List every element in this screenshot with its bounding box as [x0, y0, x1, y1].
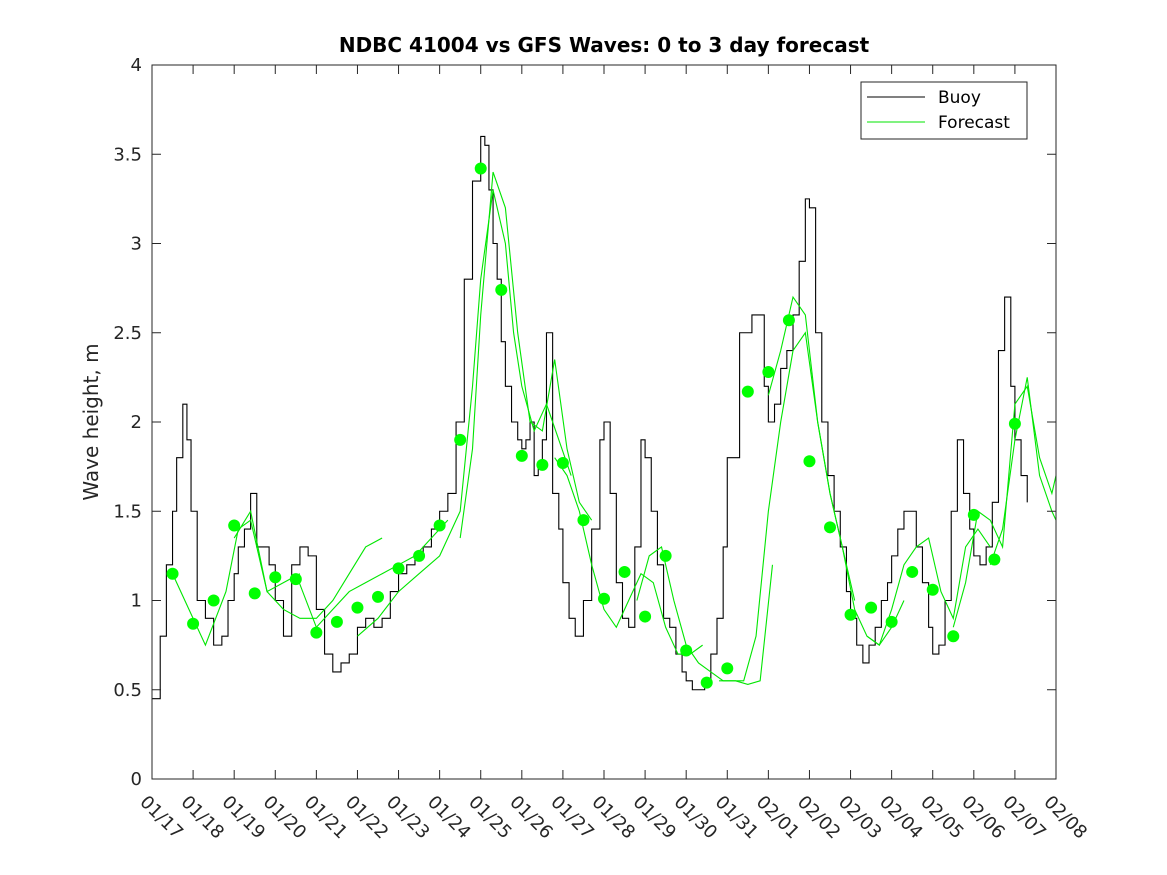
- forecast-line: [636, 546, 774, 685]
- chart-title: NDBC 41004 vs GFS Waves: 0 to 3 day fore…: [339, 33, 870, 57]
- forecast-marker: [556, 457, 569, 470]
- forecast-marker: [248, 587, 261, 600]
- legend-box: [860, 81, 1028, 140]
- y-tick-label: 1: [131, 591, 142, 612]
- forecast-marker: [618, 565, 631, 578]
- forecast-marker: [515, 449, 528, 462]
- forecast-marker: [598, 592, 610, 605]
- forecast-marker: [269, 571, 282, 584]
- forecast-marker: [433, 519, 446, 532]
- forecast-line: [295, 519, 449, 629]
- forecast-marker: [392, 562, 405, 575]
- forecast-marker: [536, 458, 549, 471]
- forecast-marker: [782, 314, 795, 327]
- forecast-marker: [1008, 417, 1021, 430]
- forecast-marker: [844, 608, 857, 621]
- forecast-line: [952, 384, 1057, 628]
- forecast-marker: [351, 601, 364, 614]
- forecast-marker: [187, 617, 200, 630]
- forecast-marker: [865, 601, 878, 614]
- forecast-marker: [659, 549, 672, 562]
- forecast-line: [459, 171, 593, 539]
- legend-buoy-label: Buoy: [938, 88, 981, 108]
- buoy-line: [152, 135, 1028, 700]
- legend-forecast-label: Forecast: [938, 113, 1010, 133]
- forecast-marker: [988, 553, 1001, 566]
- forecast-marker: [413, 549, 426, 562]
- forecast-marker: [947, 630, 960, 643]
- forecast-marker: [680, 644, 693, 657]
- forecast-marker: [495, 283, 508, 296]
- y-axis-label: Wave height, m: [79, 343, 103, 500]
- y-tick-label: 3.5: [113, 144, 142, 165]
- forecast-marker: [372, 590, 384, 603]
- forecast-marker: [906, 565, 919, 578]
- y-tick-label: 0.5: [113, 680, 142, 701]
- forecast-marker: [762, 366, 775, 379]
- y-axis-ticks: 0 0.5 1 1.5 2 2.5 3 3.5 4: [113, 55, 1056, 790]
- forecast-marker: [207, 594, 220, 607]
- forecast-marker: [967, 508, 980, 521]
- forecast-marker: [885, 615, 898, 628]
- forecast-marker: [639, 610, 652, 623]
- y-tick-label: 2.5: [113, 323, 142, 344]
- y-tick-label: 4: [131, 55, 142, 76]
- forecast-marker: [700, 676, 713, 689]
- y-tick-label: 1.5: [113, 501, 142, 522]
- forecast-marker: [741, 385, 754, 398]
- forecast-marker: [228, 519, 241, 532]
- forecast-marker: [721, 662, 734, 675]
- forecast-marker: [289, 573, 302, 586]
- forecast-line: [233, 509, 383, 619]
- forecast-marker: [803, 455, 816, 468]
- forecast-marker: [474, 162, 487, 175]
- forecast-marker: [330, 615, 343, 628]
- y-tick-label: 2: [131, 412, 142, 433]
- forecast-line: [357, 189, 572, 637]
- series-layer: [152, 135, 1057, 700]
- legend: Buoy Forecast: [860, 81, 1028, 140]
- forecast-marker: [577, 514, 590, 527]
- forecast-line: [767, 295, 905, 646]
- y-tick-label: 3: [131, 234, 142, 255]
- y-tick-label: 0: [131, 769, 142, 790]
- forecast-marker: [454, 433, 467, 446]
- forecast-marker: [926, 583, 939, 596]
- forecast-marker: [310, 626, 323, 639]
- forecast-marker: [166, 567, 179, 580]
- forecast-marker: [824, 521, 836, 534]
- forecast-line: [554, 457, 703, 655]
